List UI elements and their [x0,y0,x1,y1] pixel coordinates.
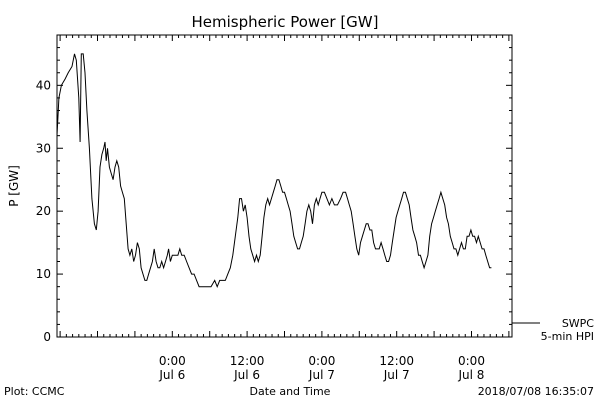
plot-credit: Plot: CCMC [4,385,65,398]
y-tick-label: 30 [36,141,51,155]
x-tick-label-time: 0:00 [159,354,186,368]
x-tick-label-date: Jul 6 [233,368,260,382]
x-tick-label-date: Jul 6 [158,368,185,382]
x-tick-label-time: 12:00 [230,354,265,368]
x-tick-label-date: Jul 8 [458,368,485,382]
y-tick-label: 40 [36,78,51,92]
legend-5min-hpi: 5-min HPI [541,330,594,343]
y-tick-label: 10 [36,267,51,281]
y-axis-label: P [GW] [7,165,21,207]
x-tick-label-date: Jul 7 [308,368,335,382]
x-tick-label-date: Jul 7 [383,368,410,382]
x-tick-label-time: 0:00 [458,354,485,368]
y-tick-label: 0 [43,330,51,344]
x-tick-label-time: 0:00 [308,354,335,368]
chart-title: Hemispheric Power [GW] [192,13,379,31]
series-line-5min-hpi [56,53,492,289]
x-axis-label: Date and Time [250,385,331,398]
x-tick-label-time: 12:00 [379,354,414,368]
legend-swpc: SWPC [562,317,594,330]
axis-ticks [57,34,512,338]
plot-frame [56,34,513,338]
y-tick-label: 20 [36,204,51,218]
plot-timestamp: 2018/07/08 16:35:07 [478,385,594,398]
